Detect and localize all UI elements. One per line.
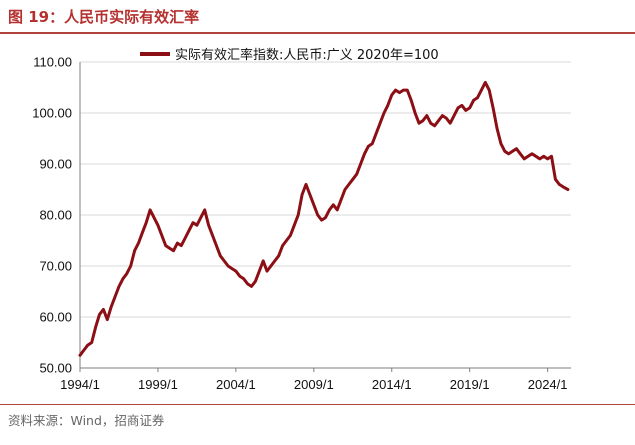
x-tick-label: 1994/1 — [60, 377, 100, 392]
y-tick-labels: 50.00 60.00 70.00 80.00 90.00 100.00 110.00 — [32, 55, 72, 376]
grid-lines — [80, 61, 571, 318]
x-tick-label: 2014/1 — [372, 377, 412, 392]
y-tick-label: 80.00 — [39, 208, 72, 223]
legend-label: 实际有效汇率指数:人民币:广义 2020年=100 — [175, 47, 439, 63]
x-tick-label: 2004/1 — [216, 377, 256, 392]
x-tick-label: 2019/1 — [450, 377, 490, 392]
x-tick-label: 2009/1 — [294, 377, 334, 392]
y-tick-label: 60.00 — [39, 310, 72, 325]
figure-title: 图 19：人民币实际有效汇率 — [8, 8, 200, 26]
footer-rule — [0, 404, 635, 405]
y-tick-label: 50.00 — [39, 361, 72, 376]
y-tick-label: 110.00 — [33, 55, 72, 70]
x-tick-label: 2024/1 — [528, 377, 568, 392]
x-tick-label: 1999/1 — [138, 377, 178, 392]
title-rule — [0, 32, 635, 34]
y-tick-label: 100.00 — [32, 106, 72, 121]
series-line — [78, 80, 570, 357]
x-tick-labels: 1994/1 1999/1 2004/1 2009/1 2014/1 2019/1 2024… — [60, 368, 568, 392]
axes — [79, 62, 571, 369]
legend: 实际有效汇率指数:人民币:广义 2020年=100 — [140, 47, 439, 63]
y-tick-label: 70.00 — [39, 259, 72, 274]
y-tick-label: 90.00 — [39, 157, 72, 172]
source-note: 资料来源：Wind，招商证券 — [8, 413, 165, 428]
